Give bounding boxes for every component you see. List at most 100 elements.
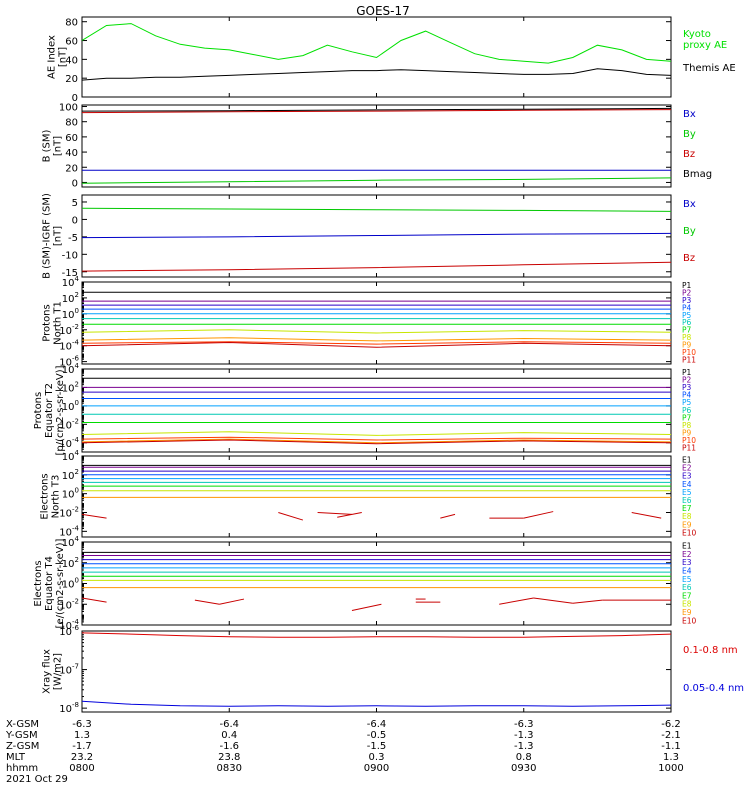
series-line-themis-ae [82,68,671,81]
axis-row-value: 23.8 [218,752,240,763]
legend-p7: P7 [682,326,692,335]
y-axis-label: ElectronsEquator T4[e/(cm2-s-sr-keV)] [33,538,66,628]
series-line-by [82,207,671,212]
legend-themis-ae: Themis AE [682,63,736,74]
legend-e5: E5 [682,488,692,497]
y-tick-label: 20 [65,74,78,85]
axis-row-value: 0830 [217,763,242,774]
series-segment-e10 [278,512,304,521]
legend-e8: E8 [682,600,692,609]
legend-p11: P11 [682,443,696,452]
legend-bx: Bx [683,109,696,120]
legend-p11: P11 [682,356,696,365]
axis-row-label: Y-GSM [5,730,38,741]
series-line-p9 [82,438,671,444]
legend-kyoto-proxy-ae: Kyoto proxy AE [683,29,727,51]
y-tick-label: 40 [65,148,78,159]
panel-bsm: 0 20 40 60 80 100 B (SM)[nT] Bx By Bz Bmag [42,103,713,190]
y-tick-label: 60 [65,133,78,144]
legend-0.05-0.4-nm: 0.05-0.4 nm [683,683,744,694]
legend-e7: E7 [682,504,692,513]
y-tick-label: 10-2 [59,506,79,520]
series-segment-e10 [351,603,382,611]
series-line-p11 [82,341,671,348]
y-tick-label: 104 [62,449,80,463]
series-group [82,377,671,445]
axis-date: 2021 Oct 29 [6,774,68,785]
axis-row-label: X-GSM [6,719,39,730]
legend-e9: E9 [682,520,692,529]
legend-e6: E6 [682,496,692,505]
y-tick-label: 60 [65,37,78,48]
legend-e7: E7 [682,591,692,600]
series-line-p8 [82,329,671,334]
legend-p4: P4 [682,391,692,400]
axis-row-value: -1.3 [514,741,534,752]
axis-row-value: -1.6 [219,741,239,752]
legend-p6: P6 [682,406,692,415]
axis-row-value: 0.4 [221,730,237,741]
legend-e3: E3 [682,558,692,567]
series-group [82,207,671,272]
y-tick-label: 0 [72,93,78,104]
y-tick-label: 100 [59,103,78,114]
axis-row-value: -1.1 [661,741,681,752]
axis-row-value: 0.3 [369,752,385,763]
legend-0.1-0.8-nm: 0.1-0.8 nm [683,645,738,656]
y-axis-label: B (SM)[nT] [42,129,64,162]
y-tick-label: 20 [65,163,78,174]
y-tick-label: 10-6 [59,624,79,638]
axis-row-value: 1.3 [74,730,90,741]
series-segment-e10 [82,597,107,603]
series-line-bz [82,109,671,114]
panel-frame [81,541,672,626]
series-line-p10 [82,341,671,345]
series-group [82,23,671,81]
legend-bx: Bx [683,199,696,210]
y-axis-label: Xray flux[W/m2] [42,649,64,694]
legend-p1: P1 [682,368,692,377]
axis-row-value: 1000 [658,763,683,774]
axis-row-value: -1.7 [72,741,92,752]
series-group [82,632,671,707]
legend-p2: P2 [682,288,692,297]
series-segment-e10 [440,513,456,519]
legend-p10: P10 [682,436,696,445]
legend-p5: P5 [682,311,692,320]
axis-row-value: -6.4 [219,719,239,730]
y-tick-label: 80 [65,18,78,29]
legend-e5: E5 [682,575,692,584]
legend-p3: P3 [682,383,692,392]
legend-p4: P4 [682,303,692,312]
legend-e4: E4 [682,567,692,576]
legend-bmag: Bmag [683,169,712,180]
y-tick-label: 5 [72,198,78,209]
axis-row-label: Z-GSM [6,741,39,752]
legend-e10: E10 [682,528,697,537]
y-axis-label: ElectronsNorth T3 [40,473,62,519]
legend-p5: P5 [682,398,692,407]
y-tick-label: -10 [62,250,78,261]
y-axis-label: ProtonsNorth T1 [42,301,64,345]
y-axis-label: AE Index[nT] [47,35,69,79]
y-axis-label: B (SM)-IGRF (SM)[nT] [42,193,64,279]
series-group [82,464,671,521]
panel-frame [81,455,672,538]
y-tick-label: 10-8 [59,701,79,715]
axis-row-value: 0.8 [516,752,532,763]
series-segment-e10 [337,512,362,518]
axis-row-value: 1.3 [663,752,679,763]
panel-frame [81,630,672,713]
axis-row-value: -0.5 [367,730,387,741]
y-tick-label: 100 [62,487,79,501]
legend-bz: Bz [683,149,695,160]
panel-frame [81,104,672,188]
series-line-p8 [82,431,671,436]
legend-p3: P3 [682,296,692,305]
legend-p9: P9 [682,341,692,350]
y-tick-label: 102 [62,291,79,305]
y-tick-label: 80 [65,118,78,129]
